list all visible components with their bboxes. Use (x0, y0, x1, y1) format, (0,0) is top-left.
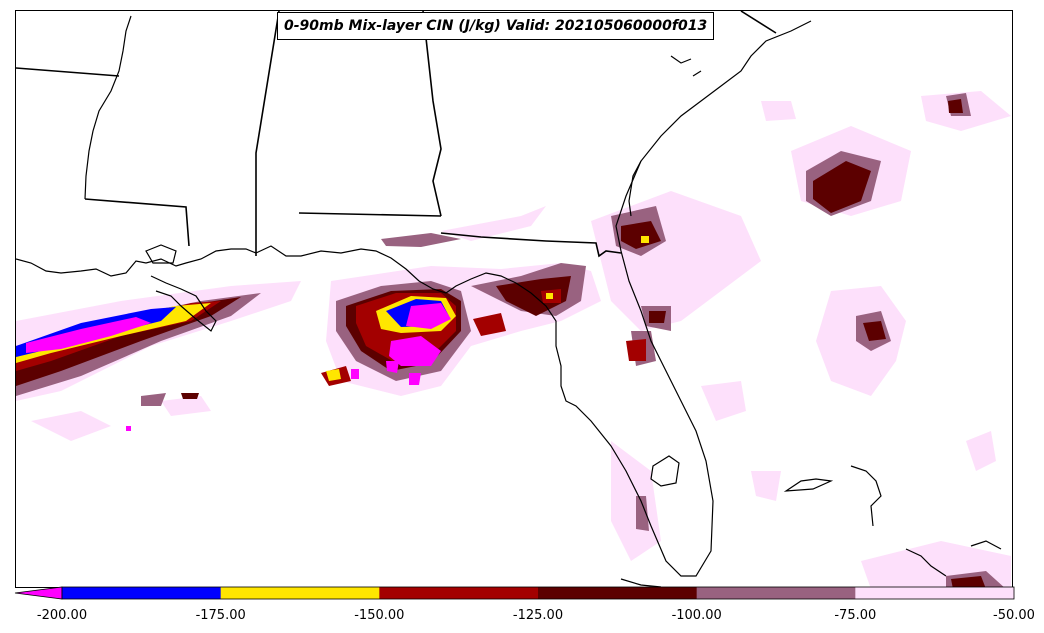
colorbar (14, 586, 1015, 600)
colorbar-segment (696, 587, 856, 599)
colorbar-tick-label: -75.00 (834, 608, 877, 623)
colorbar-segment (538, 587, 698, 599)
colorbar-segment (379, 587, 539, 599)
colorbar-outline (61, 586, 1015, 600)
colorbar-tick-label: -125.00 (512, 608, 564, 623)
map-panel (15, 10, 1013, 588)
cin-shading (16, 91, 1011, 587)
cin-band-lt-200 (26, 303, 451, 431)
colorbar-extend-triangle (14, 586, 63, 600)
colorbar-tick-label: -175.00 (195, 608, 246, 623)
map-title: 0-90mb Mix-layer CIN (J/kg) Valid: 20210… (277, 12, 715, 40)
cin-map (16, 11, 1011, 587)
colorbar-segment (62, 587, 222, 599)
coastlines (16, 15, 1002, 587)
colorbar-tick-label: -200.00 (36, 608, 88, 623)
colorbar-tick-label: -150.00 (354, 608, 405, 623)
colorbar-segment (855, 587, 1015, 599)
state-borders (16, 11, 777, 258)
colorbar-tick-label: -50.00 (993, 608, 1035, 623)
colorbar-segments (14, 586, 1015, 600)
colorbar-tick-label: -100.00 (671, 608, 722, 623)
colorbar-segment (220, 587, 380, 599)
